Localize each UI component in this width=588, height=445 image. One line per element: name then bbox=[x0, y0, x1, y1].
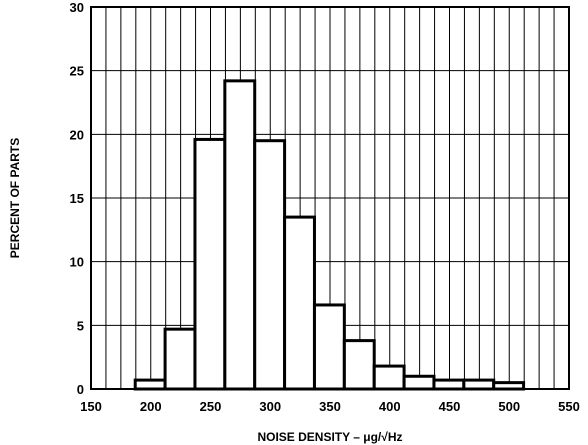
histogram-bar bbox=[133, 378, 167, 391]
y-tick-label: 0 bbox=[77, 382, 84, 397]
histogram-bar bbox=[193, 137, 227, 391]
y-tick-label: 30 bbox=[70, 0, 84, 15]
y-tick-label: 25 bbox=[70, 64, 84, 79]
histogram-bar bbox=[223, 79, 257, 391]
histogram-bar bbox=[402, 374, 436, 391]
x-tick-label: 350 bbox=[319, 399, 341, 414]
y-tick-labels: 0 5 10 15 20 25 30 bbox=[70, 0, 84, 397]
y-tick-label: 20 bbox=[70, 127, 84, 142]
x-axis-label: NOISE DENSITY – μg/√Hz bbox=[257, 430, 402, 444]
histogram-bar bbox=[283, 215, 316, 391]
histogram-bar bbox=[163, 327, 197, 391]
x-tick-label: 400 bbox=[379, 399, 401, 414]
plot-frame bbox=[90, 6, 570, 390]
y-axis-label: PERCENT OF PARTS bbox=[8, 138, 22, 258]
histogram-bar bbox=[432, 378, 466, 391]
x-tick-label: 200 bbox=[140, 399, 162, 414]
histogram-bars bbox=[133, 79, 526, 391]
histogram-bar bbox=[372, 364, 406, 391]
y-tick-label: 5 bbox=[77, 318, 84, 333]
x-tick-label: 550 bbox=[558, 399, 580, 414]
x-tick-label: 300 bbox=[259, 399, 281, 414]
y-tick-label: 10 bbox=[70, 255, 84, 270]
x-tick-labels: 150 200 250 300 350 400 450 500 550 bbox=[80, 399, 580, 414]
histogram-bar bbox=[253, 139, 287, 391]
histogram-bar bbox=[342, 339, 376, 391]
histogram-bar bbox=[462, 378, 496, 391]
x-tick-label: 250 bbox=[200, 399, 222, 414]
x-tick-label: 450 bbox=[439, 399, 461, 414]
histogram-bar bbox=[312, 303, 346, 391]
x-tick-label: 150 bbox=[80, 399, 102, 414]
y-tick-label: 15 bbox=[70, 191, 84, 206]
x-tick-label: 500 bbox=[498, 399, 520, 414]
